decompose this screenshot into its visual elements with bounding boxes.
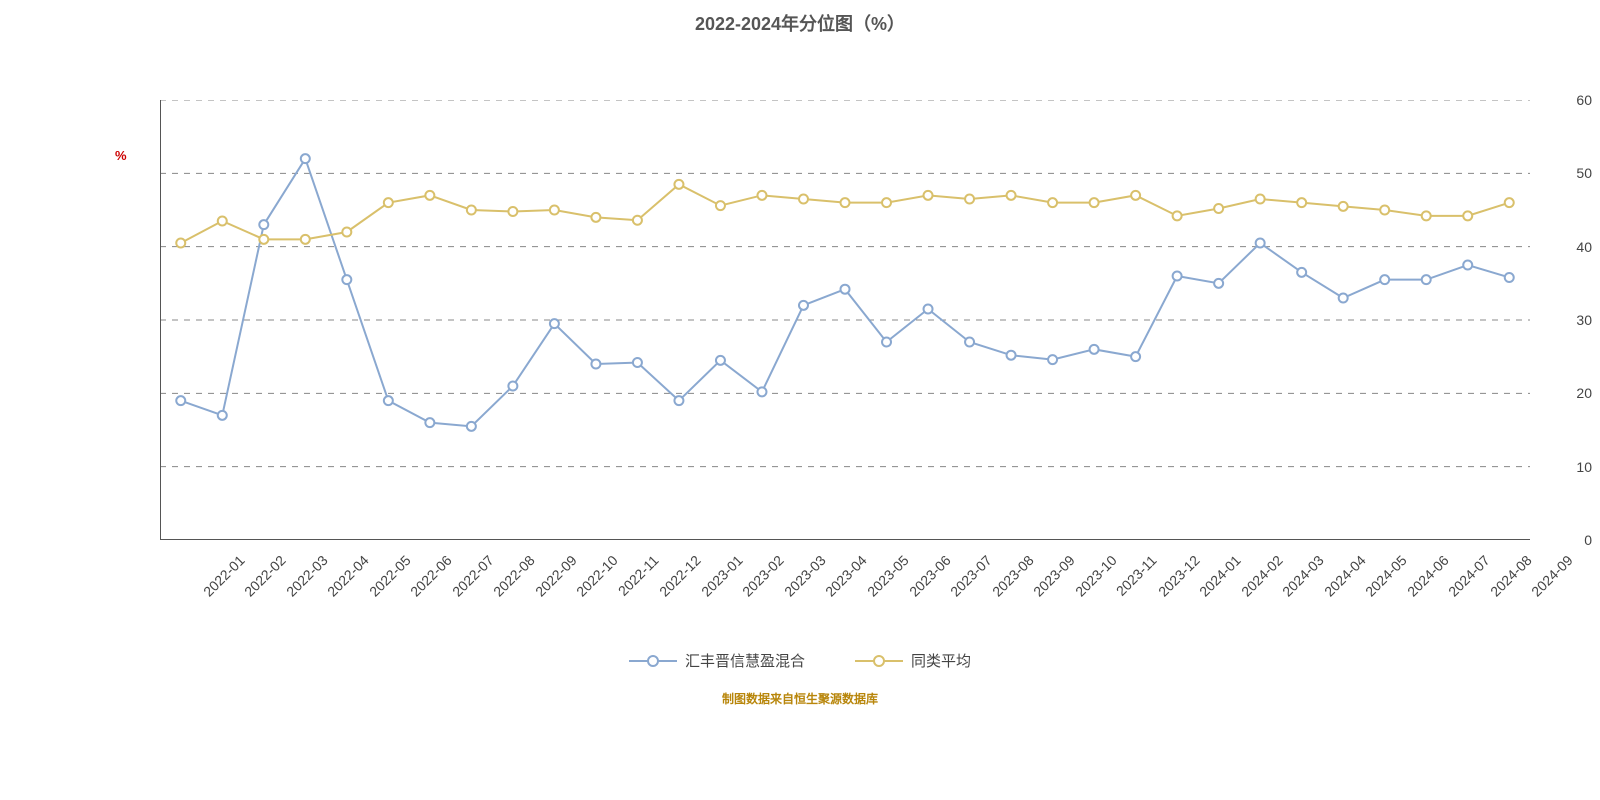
chart-container: 2022-2024年分位图（%） % 0 10 20 30 40 50 60 2022-01…	[0, 0, 1600, 800]
y-tick-label: 40	[1442, 239, 1592, 255]
x-tick-label: 2024-03	[1279, 552, 1327, 600]
legend-item: 汇丰晋信慧盈混合	[629, 650, 805, 671]
x-tick-label: 2023-07	[947, 552, 995, 600]
x-tick-label: 2022-11	[615, 552, 662, 599]
x-tick-label: 2022-12	[656, 552, 704, 600]
legend-marker	[629, 654, 677, 668]
x-tick-label: 2023-03	[781, 552, 829, 600]
x-tick-label: 2023-10	[1072, 552, 1120, 600]
legend-label: 汇丰晋信慧盈混合	[685, 650, 805, 671]
y-tick-label: 50	[1442, 165, 1592, 181]
y-tick-label: 30	[1442, 312, 1592, 328]
x-tick-label: 2022-06	[407, 552, 455, 600]
x-tick-label: 2022-04	[324, 552, 372, 600]
x-tick-label: 2023-04	[823, 552, 871, 600]
y-tick-label: 0	[1442, 532, 1592, 548]
x-tick-label: 2023-01	[698, 552, 746, 600]
x-tick-label: 2023-11	[1113, 552, 1160, 599]
x-tick-label: 2023-06	[906, 552, 954, 600]
x-tick-label: 2023-02	[740, 552, 788, 600]
x-tick-label: 2022-09	[532, 552, 580, 600]
y-tick-label: 60	[1442, 92, 1592, 108]
x-tick-label: 2024-06	[1404, 552, 1452, 600]
y-axis-label: %	[115, 148, 127, 163]
chart-source-note: 制图数据来自恒生聚源数据库	[0, 690, 1600, 707]
y-tick-label: 10	[1442, 459, 1592, 475]
x-tick-label: 2022-10	[573, 552, 621, 600]
x-tick-label: 2024-05	[1362, 552, 1410, 600]
plot-svg	[160, 100, 1530, 540]
x-tick-label: 2022-08	[490, 552, 538, 600]
chart-legend: 汇丰晋信慧盈混合 同类平均	[0, 650, 1600, 671]
chart-title: 2022-2024年分位图（%）	[0, 10, 1600, 36]
legend-label: 同类平均	[911, 650, 971, 671]
y-tick-label: 20	[1442, 385, 1592, 401]
x-tick-label: 2023-08	[989, 552, 1037, 600]
x-tick-label: 2024-08	[1487, 552, 1535, 600]
x-tick-label: 2024-07	[1445, 552, 1493, 600]
legend-item: 同类平均	[855, 650, 971, 671]
x-tick-label: 2022-03	[283, 552, 331, 600]
x-tick-label: 2023-12	[1155, 552, 1203, 600]
x-tick-label: 2024-01	[1196, 552, 1244, 600]
x-tick-label: 2024-04	[1321, 552, 1369, 600]
plot-area	[160, 100, 1530, 540]
x-tick-label: 2023-09	[1030, 552, 1078, 600]
x-tick-label: 2024-09	[1528, 552, 1576, 600]
x-tick-label: 2023-05	[864, 552, 912, 600]
x-tick-label: 2022-05	[366, 552, 414, 600]
x-tick-label: 2022-01	[200, 552, 248, 600]
x-tick-label: 2024-02	[1238, 552, 1286, 600]
x-tick-label: 2022-02	[241, 552, 289, 600]
legend-marker	[855, 654, 903, 668]
x-tick-label: 2022-07	[449, 552, 497, 600]
